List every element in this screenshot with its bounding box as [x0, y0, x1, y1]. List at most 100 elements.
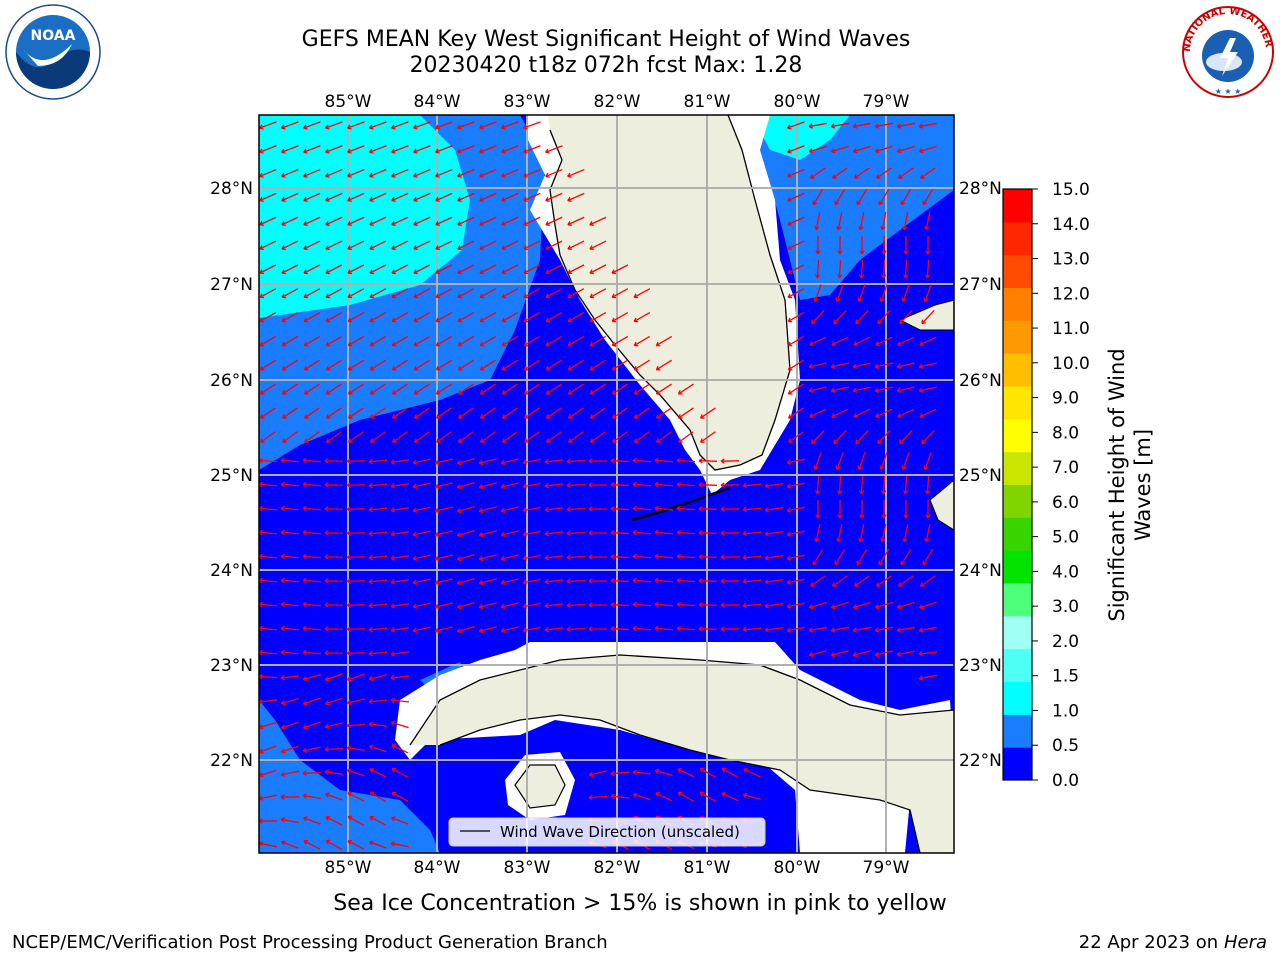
wave-arrow-head	[764, 603, 770, 609]
wave-arrow-head	[412, 483, 418, 489]
wave-arrow	[304, 431, 320, 443]
wave-arrow	[632, 459, 652, 463]
colorbar-segment	[1003, 254, 1032, 288]
wave-arrow-head	[523, 365, 529, 371]
wave-arrow-head	[566, 482, 571, 489]
wave-arrow	[259, 699, 278, 703]
wave-arrow	[545, 335, 563, 347]
wave-arrow	[304, 359, 320, 371]
wave-arrow-head	[368, 458, 373, 465]
wave-arrow	[479, 121, 497, 129]
wave-arrow	[809, 601, 827, 609]
map-frame	[258, 114, 955, 854]
wave-arrow	[922, 548, 934, 566]
wave-arrow	[436, 359, 452, 371]
wave-arrow-head	[479, 341, 485, 347]
wave-arrow	[854, 575, 870, 587]
wave-arrow-head	[523, 245, 528, 251]
lon-tick-label: 79°W	[863, 858, 910, 878]
wave-arrow-head	[654, 601, 659, 608]
wave-arrow-head	[924, 490, 931, 495]
nws-logo: NATIONAL WEATHER SERVICE ★ ★ ★	[1178, 2, 1274, 98]
wave-arrow	[259, 769, 277, 777]
wave-arrow	[919, 362, 937, 368]
wave-arrow-head	[391, 317, 397, 323]
wave-arrow	[281, 818, 299, 824]
wave-arrow	[787, 578, 805, 584]
wave-arrow	[788, 407, 804, 419]
wave-arrow	[282, 407, 298, 419]
wave-arrow	[698, 460, 718, 462]
wave-arrow	[610, 627, 630, 631]
wave-arrow-head	[610, 458, 615, 464]
wave-arrow-head	[677, 791, 683, 797]
wave-arrow-head	[369, 365, 375, 371]
wave-arrow	[920, 575, 936, 587]
wave-arrow-head	[788, 438, 793, 443]
wave-arrow-head	[852, 123, 858, 129]
colorbar-segment	[1003, 583, 1032, 617]
wave-arrow	[348, 407, 364, 419]
wave-arrow-head	[280, 625, 285, 632]
wave-arrow	[501, 192, 519, 202]
wave-arrow-head	[837, 514, 843, 519]
wave-arrow-head	[479, 221, 484, 226]
wave-arrow-head	[918, 363, 924, 369]
wave-arrow	[280, 531, 300, 535]
wave-arrow-head	[281, 414, 287, 419]
wave-arrow	[589, 264, 607, 274]
colorbar-tick-label: 1.5	[1052, 667, 1079, 687]
wave-arrow-head	[856, 560, 862, 566]
wave-arrow-head	[501, 148, 506, 154]
wave-arrow	[457, 554, 475, 560]
wave-arrow-head	[698, 530, 703, 536]
wave-arrow	[281, 721, 299, 729]
wave-arrow-head	[303, 341, 309, 347]
colorbar-tick-label: 10.0	[1052, 354, 1090, 374]
wave-arrow-head	[412, 627, 418, 633]
wave-arrow-head	[610, 578, 615, 584]
wave-arrow	[281, 121, 299, 129]
wave-arrow-head	[391, 743, 396, 749]
wave-arrow-head	[479, 245, 484, 251]
wave-arrow	[816, 475, 820, 495]
wave-arrow-head	[479, 390, 485, 395]
wave-arrow-head	[303, 317, 309, 323]
wave-arrow-head	[742, 792, 748, 798]
wave-arrow	[392, 383, 408, 395]
wave-arrow-head	[259, 317, 265, 323]
wave-arrow-head	[347, 148, 352, 154]
wave-arrow-head	[391, 816, 396, 822]
wave-arrow	[742, 507, 762, 511]
wave-arrow-head	[566, 458, 571, 465]
wave-arrow	[881, 212, 887, 230]
lat-tick-label: 26°N	[210, 371, 253, 391]
wave-arrow	[457, 216, 475, 226]
wave-arrow-head	[390, 555, 396, 561]
wave-arrow-head	[544, 579, 549, 585]
colorbar-tick-label: 4.0	[1052, 562, 1079, 582]
wave-arrow	[369, 311, 387, 323]
wave-arrow-head	[567, 269, 573, 275]
wave-arrow	[788, 383, 804, 395]
wave-arrow	[281, 745, 299, 753]
wave-arrow	[924, 452, 932, 470]
wave-arrow	[837, 212, 843, 230]
wave-arrow-head	[676, 577, 681, 584]
wave-arrow	[610, 771, 630, 775]
wave-arrow	[853, 601, 871, 609]
wave-arrow-head	[897, 341, 902, 346]
wave-arrow	[303, 674, 321, 680]
wave-arrow-head	[786, 459, 792, 465]
wave-arrow-head	[545, 269, 551, 275]
colorbar-tick-label: 14.0	[1052, 215, 1090, 235]
wave-arrow	[391, 626, 409, 632]
wave-arrow	[282, 383, 298, 395]
wave-arrow	[919, 626, 937, 632]
wave-arrow	[479, 626, 497, 632]
wave-arrow-head	[924, 537, 930, 543]
wave-arrow-head	[654, 577, 659, 584]
wave-arrow	[435, 145, 453, 153]
wave-arrow-head	[786, 507, 792, 513]
wave-arrow-head	[281, 221, 286, 226]
